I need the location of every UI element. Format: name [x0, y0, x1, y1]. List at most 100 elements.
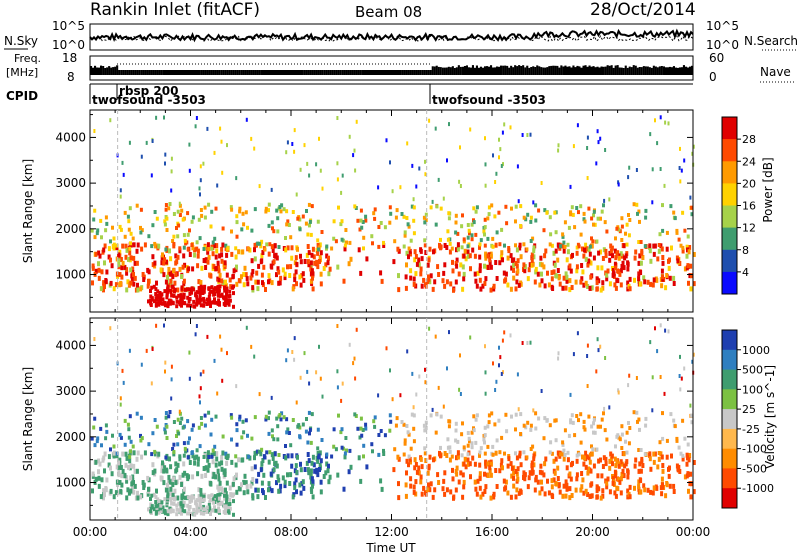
power-cell	[197, 279, 201, 285]
power-cell	[667, 121, 670, 126]
freq-bar	[552, 65, 555, 75]
velocity-cell	[197, 425, 201, 430]
velocity-cell	[482, 437, 486, 442]
velocity-cell	[204, 473, 208, 478]
power-cell	[211, 289, 215, 294]
power-cell	[483, 225, 487, 230]
power-cell	[579, 204, 583, 209]
power-cell	[479, 286, 483, 292]
velocity-cell	[114, 490, 118, 496]
power-cell	[139, 207, 143, 212]
power-cell	[681, 245, 685, 250]
velocity-cell	[228, 497, 232, 502]
power-cell	[195, 294, 199, 299]
velocity-cell	[424, 367, 426, 372]
power-cell	[532, 248, 536, 254]
power-cell	[492, 283, 496, 289]
power-cell	[686, 234, 690, 239]
velocity-cell	[99, 494, 103, 500]
freq-tick-bottom: 8	[67, 70, 75, 84]
power-cell	[151, 262, 155, 268]
velocity-cell	[553, 418, 557, 423]
freq-bar	[188, 70, 191, 75]
velocity-cell	[169, 498, 173, 502]
velocity-cell	[206, 457, 210, 463]
velocity-cell	[651, 408, 654, 413]
power-cell	[289, 235, 293, 240]
power-cell	[389, 211, 393, 216]
power-cell	[392, 259, 396, 265]
power-cell	[283, 271, 287, 277]
freq-bar	[285, 70, 288, 75]
velocity-cell	[529, 340, 532, 345]
power-cell	[306, 259, 310, 265]
velocity-cell	[602, 455, 606, 461]
velocity-cell	[202, 504, 206, 509]
power-cell	[643, 279, 647, 285]
velocity-cell	[318, 467, 321, 472]
power-cell	[428, 118, 431, 123]
power-cell	[584, 242, 588, 248]
power-cell	[443, 283, 447, 289]
velocity-cell	[202, 507, 206, 512]
velocity-cell	[126, 487, 130, 493]
power-cell	[602, 203, 605, 208]
power-cell	[493, 214, 497, 219]
velocity-cell	[188, 505, 192, 509]
power-cell	[261, 280, 264, 286]
power-cell	[121, 243, 125, 249]
velocity-cell	[187, 474, 191, 480]
power-cell	[301, 271, 305, 277]
velocity-cell	[420, 464, 424, 470]
velocity-cell	[679, 354, 681, 359]
power-cell	[285, 222, 289, 227]
power-cell	[129, 241, 132, 246]
velocity-cell	[163, 465, 167, 471]
power-cell	[244, 210, 248, 215]
velocity-cell	[596, 337, 599, 342]
power-cell	[652, 251, 656, 257]
velocity-cell	[102, 455, 106, 461]
velocity-cell	[498, 468, 502, 474]
freq-bar	[112, 67, 115, 75]
velocity-cell	[341, 381, 344, 386]
colorbar-tick-label: 12	[742, 222, 756, 235]
power-cell	[615, 250, 619, 256]
velocity-cell	[462, 461, 466, 467]
power-cell	[448, 249, 452, 255]
velocity-cell	[316, 427, 320, 432]
velocity-cell	[117, 460, 121, 466]
freq-bar	[538, 66, 541, 75]
velocity-cell	[614, 493, 618, 499]
freq-bar	[457, 65, 460, 75]
power-cell	[114, 282, 118, 288]
power-cell	[241, 211, 245, 216]
x-tick-label: 20:00	[575, 525, 610, 539]
power-cell	[128, 246, 132, 251]
power-cell	[94, 268, 98, 274]
power-cell	[119, 227, 123, 232]
velocity-cell	[224, 503, 228, 508]
velocity-cell	[285, 430, 289, 435]
velocity-cell	[486, 473, 490, 478]
velocity-cell	[189, 511, 193, 516]
velocity-cell	[207, 455, 211, 459]
power-cell	[199, 284, 203, 289]
freq-bar	[242, 70, 245, 75]
power-cell	[484, 255, 488, 261]
power-cell	[232, 304, 235, 309]
power-cell	[604, 148, 607, 152]
velocity-cell	[97, 458, 101, 464]
velocity-cell	[529, 423, 533, 428]
freq-bar	[461, 66, 464, 75]
velocity-cell	[448, 330, 450, 335]
velocity-cell	[470, 430, 474, 435]
velocity-cell	[690, 413, 694, 418]
velocity-cell	[579, 440, 583, 445]
velocity-cell	[608, 489, 612, 495]
velocity-cell	[364, 426, 368, 431]
power-cell	[135, 203, 139, 208]
velocity-cell	[405, 470, 408, 476]
velocity-cell	[681, 418, 685, 423]
velocity-cell	[311, 494, 315, 500]
